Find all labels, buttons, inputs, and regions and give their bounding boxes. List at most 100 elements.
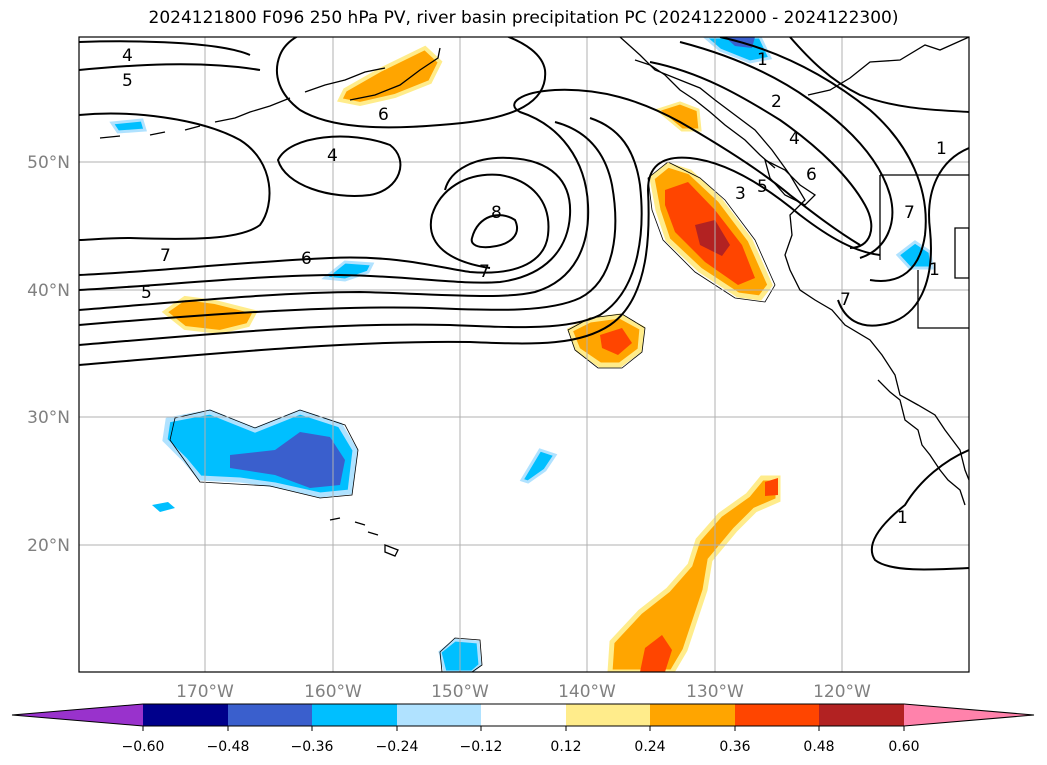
colorbar-segment <box>566 704 650 726</box>
bc-islands <box>634 59 776 169</box>
negative-anomaly-region <box>702 37 773 64</box>
aleutian-islands <box>99 67 386 139</box>
contour-label: 6 <box>378 105 389 125</box>
colorbar-extend-low <box>12 704 143 726</box>
contour-label: 4 <box>122 46 133 66</box>
contour-labels: 4 5 6 4 8 7 7 6 5 1 2 4 3 5 6 1 1 7 7 1 <box>122 46 947 528</box>
colorbar-label: −0.36 <box>291 739 334 755</box>
lon-label: 150°W <box>431 682 489 702</box>
contour-label: 7 <box>840 290 851 310</box>
pv-contour <box>79 156 572 291</box>
lon-label: 140°W <box>558 682 616 702</box>
shading-outline <box>567 313 646 369</box>
pv-contour <box>837 147 969 327</box>
contour-label: 1 <box>757 50 768 70</box>
colorbar-label: 0.48 <box>803 739 834 755</box>
colorbar-segment <box>481 704 566 726</box>
colorbar-segment <box>228 704 312 726</box>
colorbar: −0.60 −0.48 −0.36 −0.24 −0.12 0.12 0.24 … <box>11 703 1035 755</box>
contour-label: 3 <box>735 184 746 204</box>
pv-contour <box>870 449 969 571</box>
contour-label: 4 <box>327 146 338 166</box>
lon-label: 160°W <box>304 682 362 702</box>
colorbar-segment <box>735 704 819 726</box>
state-border <box>954 227 969 279</box>
colorbar-label: 0.36 <box>719 739 750 755</box>
north-america-coastline <box>619 37 969 481</box>
shading-outline <box>647 161 776 303</box>
colorbar-segment <box>312 704 397 726</box>
colorbar-label: −0.48 <box>207 739 250 755</box>
colorbar-segment <box>650 704 735 726</box>
contour-label: 7 <box>479 262 490 282</box>
contour-label: 6 <box>806 165 817 185</box>
lon-label: 170°W <box>176 682 234 702</box>
map-background <box>79 37 969 672</box>
baja-peninsula <box>877 379 966 506</box>
pv-contour <box>719 37 927 282</box>
lat-label: 50°N <box>27 153 70 173</box>
pv-contour <box>79 40 251 56</box>
colorbar-label: 0.12 <box>550 739 581 755</box>
coastlines <box>99 37 969 557</box>
pv-contour <box>79 121 617 326</box>
contour-label: 5 <box>757 177 768 197</box>
colorbar-label: 0.24 <box>634 739 665 755</box>
pv-contour <box>79 117 643 346</box>
contour-label: 6 <box>301 249 312 269</box>
colorbar-label: −0.24 <box>376 739 419 755</box>
contour-label: 2 <box>771 92 782 112</box>
lat-label: 20°N <box>27 536 70 556</box>
colorbar-label: −0.60 <box>122 739 165 755</box>
lat-label: 40°N <box>27 281 70 301</box>
contour-label: 5 <box>122 71 133 91</box>
negative-anomaly-region <box>109 118 147 134</box>
contour-label: 7 <box>904 203 915 223</box>
colorbar-segment <box>397 704 481 726</box>
pv-contour <box>470 214 518 249</box>
positive-anomaly-core <box>600 328 632 355</box>
positive-anomaly-peak <box>695 220 730 256</box>
negative-anomaly-region <box>152 502 175 512</box>
contour-label: 8 <box>491 203 502 223</box>
alaska-coast <box>349 47 441 101</box>
contour-label: 5 <box>141 283 152 303</box>
pv-contour <box>79 88 861 311</box>
colorbar-segment <box>819 704 904 726</box>
latitude-labels: 50°N 40°N 30°N 20°N <box>27 153 70 556</box>
contour-label: 1 <box>936 139 947 159</box>
negative-anomaly-core <box>230 432 345 488</box>
shading-outlines <box>169 161 776 672</box>
shading-outline <box>169 409 359 499</box>
pv-contour <box>649 61 873 249</box>
lon-label: 120°W <box>813 682 871 702</box>
map-frame <box>78 36 970 673</box>
contour-label: 7 <box>160 246 171 266</box>
pv-contour <box>789 37 969 113</box>
contour-label: 1 <box>897 508 908 528</box>
colorbar-label: −0.12 <box>460 739 503 755</box>
pv-contour <box>79 112 271 241</box>
pv-contour <box>79 156 881 366</box>
lon-label: 130°W <box>686 682 744 702</box>
lat-label: 30°N <box>27 408 70 428</box>
longitude-labels: 170°W 160°W 150°W 140°W 130°W 120°W <box>176 682 871 702</box>
positive-anomaly-core <box>640 635 672 672</box>
pv-contour <box>275 37 547 129</box>
contour-label: 4 <box>789 129 800 149</box>
pv-contour <box>79 63 261 71</box>
colorbar-extend-high <box>904 704 1034 726</box>
contour-label: 1 <box>929 260 940 280</box>
colorbar-segment <box>143 704 228 726</box>
pv-contours <box>79 37 969 571</box>
negative-anomaly-region <box>519 448 558 484</box>
pv-contour <box>679 41 894 259</box>
positive-anomaly-region <box>654 101 702 132</box>
positive-anomaly-region <box>337 45 443 107</box>
pv-contour <box>276 135 402 197</box>
shading-outline <box>439 637 483 672</box>
precip-shading <box>109 37 934 672</box>
colorbar-label: 0.60 <box>888 739 919 755</box>
pv-contour <box>79 173 550 276</box>
